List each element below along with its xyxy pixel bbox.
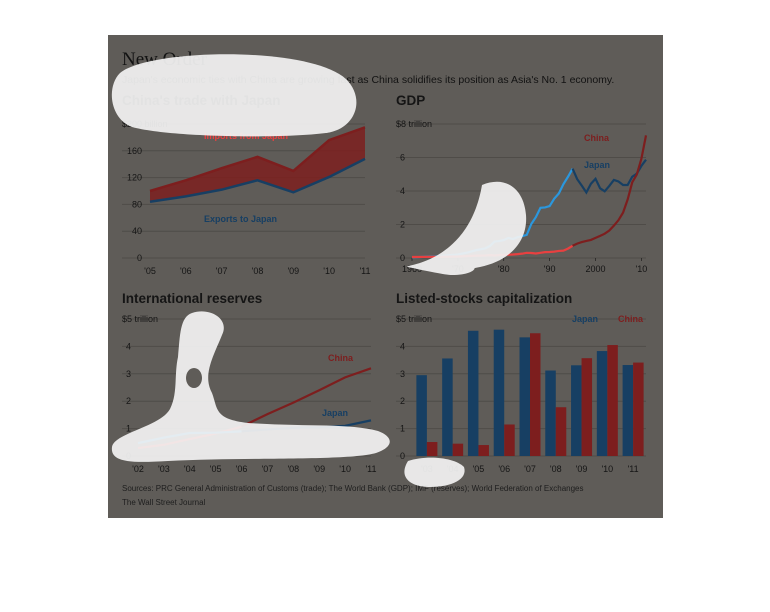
stocks-bar-china bbox=[607, 345, 618, 456]
trade-y-tick: 40 bbox=[132, 226, 142, 236]
reserves-x-tick: '11 bbox=[365, 464, 376, 474]
stocks-bar-china bbox=[426, 442, 438, 456]
reserves-x-tick: '04 bbox=[184, 464, 196, 474]
gdp-y-tick: 2 bbox=[400, 220, 405, 230]
gdp-x-tick: 2000 bbox=[586, 264, 606, 274]
stocks-y-tick: 3 bbox=[400, 369, 405, 379]
stocks-bar-japan bbox=[571, 365, 582, 456]
stocks-bar-japan bbox=[493, 329, 505, 456]
gdp-x-tick: '90 bbox=[544, 264, 556, 274]
stocks-japan-label: Japan bbox=[572, 314, 598, 324]
trade-x-tick: '07 bbox=[216, 266, 228, 276]
stocks-bar-china bbox=[633, 362, 644, 456]
reserves-x-tick: '07 bbox=[262, 464, 274, 474]
trade-y-tick: 120 bbox=[127, 173, 142, 183]
stocks-bar-china bbox=[504, 424, 515, 456]
stocks-y-tick: 2 bbox=[400, 396, 405, 406]
stocks-bar-china bbox=[452, 443, 464, 456]
trade-y-tick: 0 bbox=[137, 253, 142, 263]
reserves-x-tick: '05 bbox=[210, 464, 222, 474]
reserves-x-tick: '03 bbox=[158, 464, 170, 474]
stocks-x-tick: '05 bbox=[473, 464, 485, 474]
gdp-japan-line bbox=[571, 159, 647, 195]
stocks-bar-japan bbox=[467, 330, 479, 456]
stocks-x-tick: '09 bbox=[576, 464, 588, 474]
stocks-x-tick: '08 bbox=[550, 464, 562, 474]
trade-x-tick: '10 bbox=[323, 266, 335, 276]
stocks-bar-china bbox=[581, 358, 593, 456]
stocks-x-tick: '03 bbox=[421, 464, 433, 474]
stocks-bar-japan bbox=[545, 370, 556, 456]
trade-x-tick: '09 bbox=[287, 266, 299, 276]
chart-card: New Order Japan's economic ties with Chi… bbox=[108, 35, 663, 518]
stocks-panel-title: Listed-stocks capitalization bbox=[396, 291, 573, 306]
reserves-x-tick: '02 bbox=[132, 464, 144, 474]
stocks-bar-japan bbox=[622, 365, 634, 456]
stocks-x-tick: '10 bbox=[601, 464, 613, 474]
stocks-bar-china bbox=[530, 333, 541, 456]
gdp-japan-label: Japan bbox=[584, 160, 610, 170]
imports-line bbox=[149, 126, 366, 193]
trade-x-tick: '08 bbox=[252, 266, 264, 276]
stocks-chart: 0 1 2 3 4 $5 trillion '03 '04 '05 '06 '07 '08 '09 '10… bbox=[396, 314, 646, 474]
stocks-bar-china bbox=[478, 445, 489, 456]
stocks-bar-japan bbox=[442, 358, 453, 456]
stocks-x-tick: '04 bbox=[447, 464, 459, 474]
gdp-china-line bbox=[572, 135, 648, 247]
gdp-y-tick: 4 bbox=[400, 186, 405, 196]
trade-gap-area bbox=[150, 127, 365, 202]
stocks-bar-japan bbox=[416, 375, 427, 456]
trade-x-tick: '05 bbox=[144, 266, 156, 276]
stocks-y-tick: 0 bbox=[400, 451, 405, 461]
reserves-panel-title: International reserves bbox=[122, 291, 263, 306]
stocks-y-tick: 1 bbox=[400, 424, 405, 434]
exports-line bbox=[149, 157, 366, 203]
trade-y-tick: 160 bbox=[127, 146, 142, 156]
credit-note: The Wall Street Journal bbox=[122, 498, 206, 507]
reserves-x-tick: '08 bbox=[287, 464, 299, 474]
stocks-bar-china bbox=[555, 407, 567, 456]
trade-x-tick: '11 bbox=[359, 266, 370, 276]
trade-y-tick: 80 bbox=[132, 199, 142, 209]
reserves-x-tick: '06 bbox=[236, 464, 248, 474]
gdp-china-label: China bbox=[584, 133, 610, 143]
stocks-x-tick: '07 bbox=[524, 464, 536, 474]
stocks-bar-japan bbox=[596, 351, 608, 456]
reserves-x-tick: '10 bbox=[339, 464, 351, 474]
reserves-x-tick: '09 bbox=[313, 464, 325, 474]
stocks-y-tick: $5 trillion bbox=[396, 314, 432, 324]
stocks-y-tick: 4 bbox=[400, 341, 405, 351]
stocks-china-label: China bbox=[618, 314, 644, 324]
gdp-y-tick: 6 bbox=[400, 153, 405, 163]
exports-label: Exports to Japan bbox=[204, 214, 277, 224]
source-note: Sources: PRC General Administration of C… bbox=[122, 484, 584, 493]
gdp-panel-title: GDP bbox=[396, 93, 426, 108]
stocks-x-tick: '06 bbox=[498, 464, 510, 474]
trade-x-tick: '06 bbox=[180, 266, 192, 276]
gdp-y-tick: $8 trillion bbox=[396, 119, 432, 129]
stocks-x-tick: '11 bbox=[628, 464, 639, 474]
gdp-y-tick: 0 bbox=[400, 253, 405, 263]
stocks-bar-japan bbox=[519, 337, 530, 456]
gdp-x-tick: '10 bbox=[636, 264, 648, 274]
